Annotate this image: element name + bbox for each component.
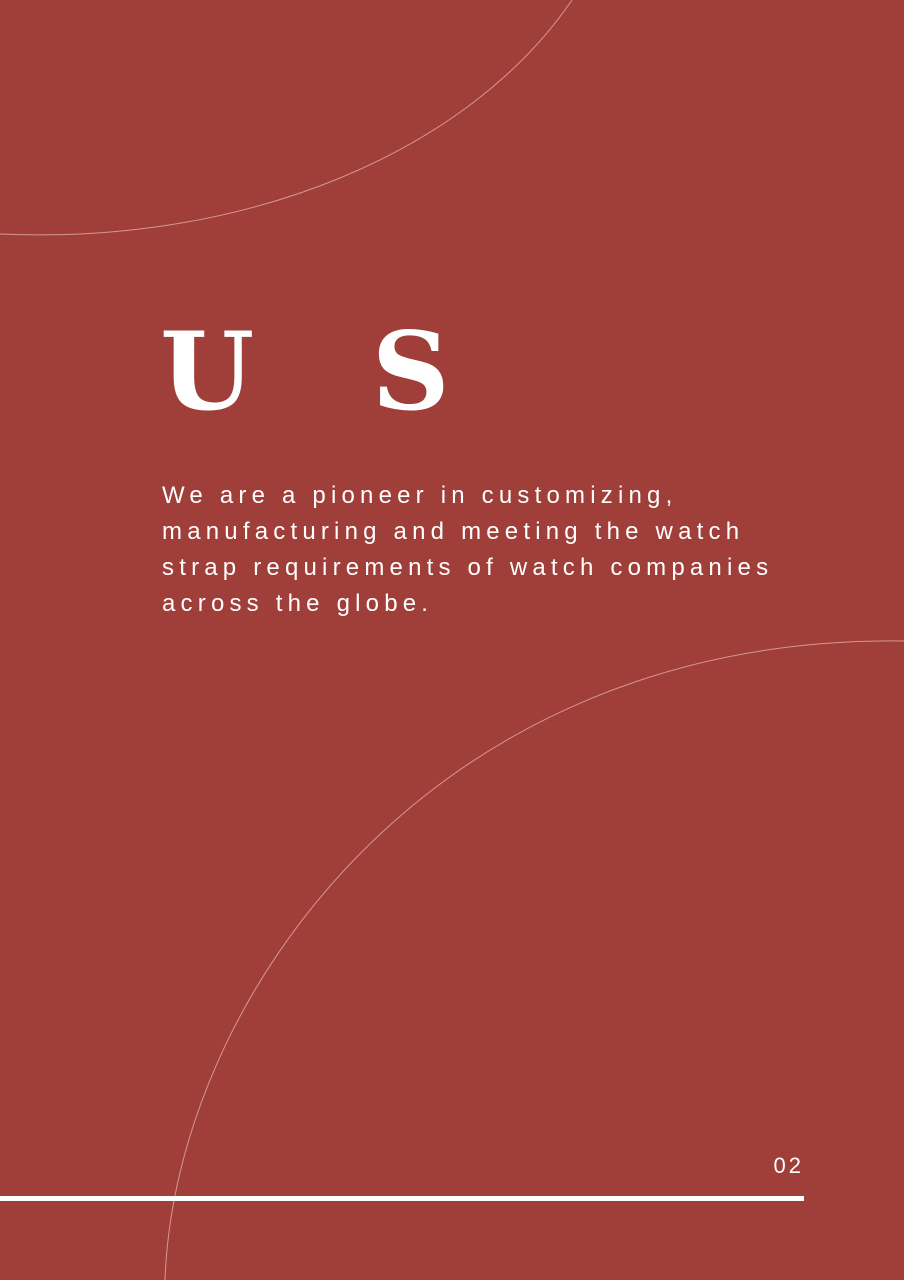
page-heading: U S [160, 309, 490, 435]
footer-divider [0, 1196, 804, 1201]
page-number: 02 [773, 1153, 804, 1178]
intro-paragraph: We are a pioneer in customizing, manufac… [162, 482, 774, 617]
bottom-arc [164, 640, 904, 1280]
top-arc [0, 0, 573, 236]
